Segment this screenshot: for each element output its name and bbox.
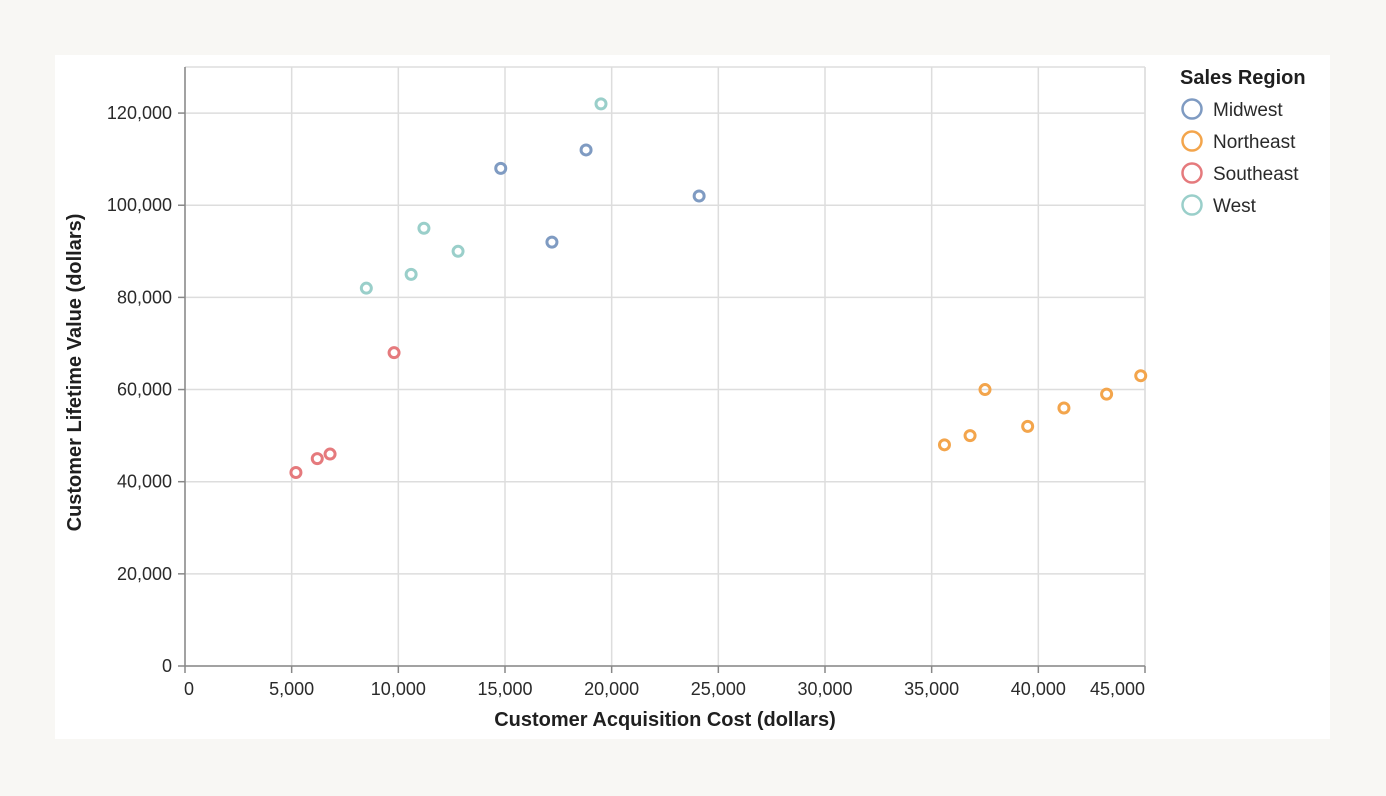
legend-label-northeast: Northeast — [1213, 132, 1296, 153]
point-midwest — [579, 143, 593, 157]
legend-symbol-west — [1181, 194, 1203, 216]
point-west — [404, 267, 418, 281]
y-axis-title: Customer Lifetime Value (dollars) — [64, 214, 86, 532]
x-tick-label: 25,000 — [691, 679, 746, 699]
x-tick-label: 15,000 — [477, 679, 532, 699]
x-tick-label: 35,000 — [904, 679, 959, 699]
y-tick-label: 20,000 — [117, 564, 172, 584]
legend-label-southeast: Southeast — [1213, 164, 1299, 185]
x-tick-label: 10,000 — [371, 679, 426, 699]
point-west — [359, 281, 373, 295]
scatter-chart: 0 5,000 10,000 15,000 20,000 25,000 30,000 35,0… — [64, 66, 1306, 731]
point-southeast — [310, 452, 324, 466]
point-northeast — [1134, 369, 1148, 383]
legend-label-midwest: Midwest — [1213, 100, 1283, 121]
point-northeast — [1021, 419, 1035, 433]
point-northeast — [963, 429, 977, 443]
x-tick-label: 40,000 — [1011, 679, 1066, 699]
legend-symbol-southeast — [1181, 162, 1203, 184]
legend: Sales Region Midwest Northeast Southeast We… — [1180, 67, 1306, 217]
point-midwest — [692, 189, 706, 203]
x-tick-label: 20,000 — [584, 679, 639, 699]
axes: 0 5,000 10,000 15,000 20,000 25,000 30,000 35,0… — [107, 67, 1146, 699]
point-midwest — [545, 235, 559, 249]
y-tick-label: 40,000 — [117, 472, 172, 492]
chart-card: 0 5,000 10,000 15,000 20,000 25,000 30,000 35,0… — [55, 55, 1330, 739]
x-axis-title: Customer Acquisition Cost (dollars) — [494, 709, 836, 731]
y-tick-label: 100,000 — [107, 195, 172, 215]
x-tick-label: 30,000 — [797, 679, 852, 699]
y-tick-label: 120,000 — [107, 103, 172, 123]
y-tick-label: 60,000 — [117, 380, 172, 400]
point-northeast — [1057, 401, 1071, 415]
legend-symbol-northeast — [1181, 130, 1203, 152]
x-tick-label: 0 — [184, 679, 194, 699]
y-tick-label: 80,000 — [117, 287, 172, 307]
point-west — [451, 244, 465, 258]
point-midwest — [494, 161, 508, 175]
grid — [184, 66, 1146, 667]
point-northeast — [978, 383, 992, 397]
point-northeast — [937, 438, 951, 452]
x-tick-label: 45,000 — [1090, 679, 1145, 699]
legend-label-west: West — [1213, 196, 1257, 217]
legend-title: Sales Region — [1180, 67, 1306, 89]
point-west — [417, 221, 431, 235]
legend-symbol-midwest — [1181, 98, 1203, 120]
point-southeast — [323, 447, 337, 461]
point-southeast — [387, 346, 401, 360]
point-west — [594, 97, 608, 111]
x-tick-label: 5,000 — [269, 679, 314, 699]
data-points — [289, 97, 1148, 479]
point-northeast — [1100, 387, 1114, 401]
y-tick-label: 0 — [162, 656, 172, 676]
point-southeast — [289, 465, 303, 479]
